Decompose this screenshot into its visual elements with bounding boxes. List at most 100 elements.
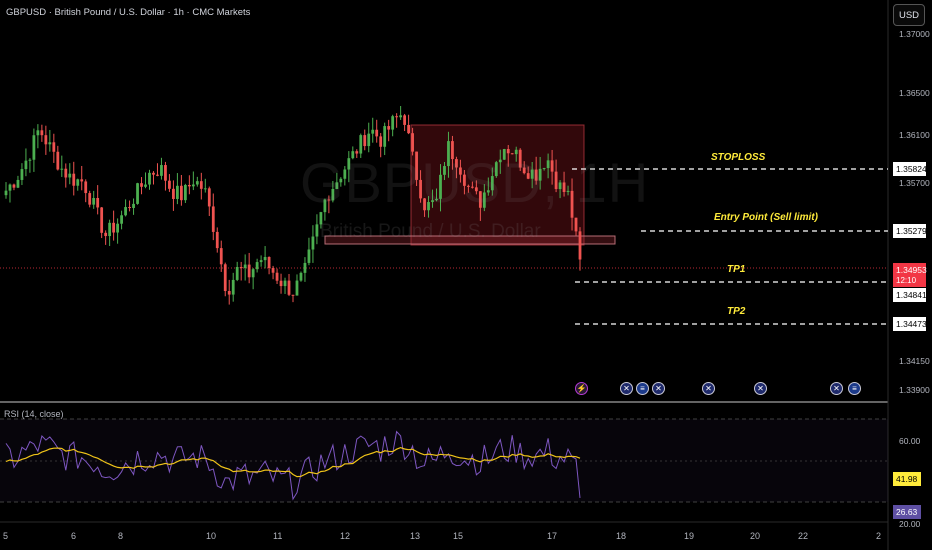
uk-flag-icon[interactable]: ✕	[830, 382, 843, 395]
candle-body	[211, 206, 215, 232]
candle-body	[474, 187, 478, 192]
stoploss-label[interactable]: STOPLOSS	[711, 152, 766, 163]
candle-body	[466, 185, 470, 187]
candle-body	[92, 198, 96, 205]
candle-body	[36, 130, 40, 136]
entry-zone-box[interactable]	[324, 235, 616, 245]
candle-body	[451, 141, 454, 160]
candle-body	[455, 159, 458, 168]
candle-body	[486, 190, 490, 193]
candle-body	[16, 179, 20, 188]
time-axis-label: 13	[410, 531, 421, 541]
candle-body	[44, 135, 48, 145]
candle-body	[558, 182, 562, 190]
candle-body	[52, 142, 56, 152]
candle-body	[84, 181, 88, 194]
candle-body	[427, 202, 430, 211]
candle-body	[279, 280, 283, 287]
tp2-price-tag: 1.34473	[893, 317, 927, 331]
candle-body	[578, 231, 582, 260]
candle-body	[375, 129, 379, 137]
candle-body	[562, 182, 566, 192]
price-axis-label: 1.35700	[899, 178, 930, 188]
uk-flag-icon[interactable]: ✕	[620, 382, 633, 395]
candle-body	[407, 124, 410, 134]
candle-body	[550, 160, 554, 172]
tp1-label[interactable]: TP1	[727, 264, 746, 275]
time-axis-label: 10	[206, 531, 217, 541]
candle-body	[40, 130, 44, 136]
currency-button[interactable]: USD	[893, 4, 925, 26]
candle-body	[399, 115, 403, 118]
candle-body	[359, 135, 363, 154]
candle-body	[291, 294, 295, 296]
price-axis-label: 1.36100	[899, 130, 930, 140]
candle-body	[68, 173, 72, 178]
candle-body	[263, 257, 267, 261]
candle-body	[459, 167, 462, 175]
candle-body	[287, 280, 291, 295]
candle-body	[80, 179, 84, 182]
candle-body	[439, 174, 442, 199]
uk-flag-icon[interactable]: ✕	[702, 382, 715, 395]
candle-body	[48, 142, 52, 145]
candle-body	[395, 116, 399, 118]
candle-body	[403, 115, 407, 125]
candle-body	[323, 199, 327, 213]
candle-body	[136, 183, 139, 204]
candle-body	[347, 158, 351, 170]
candle-body	[8, 184, 12, 191]
candle-body	[311, 236, 315, 250]
candle-body	[387, 126, 391, 130]
candle-body	[231, 279, 235, 295]
uk-flag-icon[interactable]: ✕	[652, 382, 665, 395]
candle-body	[72, 173, 76, 186]
candle-body	[199, 181, 203, 189]
time-axis-label: 6	[71, 531, 77, 541]
candle-body	[514, 149, 518, 155]
candle-body	[255, 262, 259, 270]
candle-body	[470, 186, 474, 188]
candle-body	[411, 133, 414, 152]
candle-body	[259, 260, 263, 263]
rsi-band	[0, 419, 888, 502]
tp2-label[interactable]: TP2	[727, 306, 746, 317]
candle-body	[132, 203, 135, 208]
watermark-symbol: GBPUSD, 1H	[300, 151, 650, 214]
candle-body	[478, 191, 482, 208]
rsi-line	[5, 430, 581, 501]
candle-body	[20, 169, 24, 180]
candle-body	[431, 200, 434, 203]
candle-body	[124, 207, 127, 216]
rsi-title[interactable]: RSI (14, close)	[4, 409, 64, 419]
candle-body	[502, 148, 506, 160]
candle-body	[168, 180, 171, 189]
candle-body	[319, 212, 323, 225]
candle-body	[12, 184, 16, 188]
uk-flag-icon[interactable]: ✕	[754, 382, 767, 395]
symbol-title[interactable]: GBPUSD · British Pound / U.S. Dollar · 1…	[6, 7, 251, 18]
candle-body	[463, 174, 466, 186]
time-axis-label: 18	[616, 531, 627, 541]
candle-body	[542, 168, 546, 170]
candle-body	[299, 272, 303, 281]
us-flag-icon[interactable]: ≡	[848, 382, 861, 395]
watermark-description: British Pound / U.S. Dollar	[320, 221, 541, 242]
entry-label[interactable]: Entry Point (Sell limit)	[714, 212, 818, 223]
candle-body	[4, 190, 8, 196]
us-flag-icon[interactable]: ≡	[636, 382, 649, 395]
candle-body	[32, 135, 36, 160]
candle-body	[140, 183, 143, 187]
time-axis-label: 20	[750, 531, 761, 541]
candle-body	[116, 223, 120, 233]
tp1-price-tag: 1.34841	[893, 288, 927, 302]
candle-body	[435, 198, 438, 201]
flash-icon[interactable]: ⚡	[575, 382, 588, 395]
candle-body	[76, 179, 80, 186]
candle-body	[307, 249, 311, 263]
candle-body	[227, 291, 231, 295]
candle-body	[335, 182, 339, 189]
candle-body	[339, 178, 343, 183]
